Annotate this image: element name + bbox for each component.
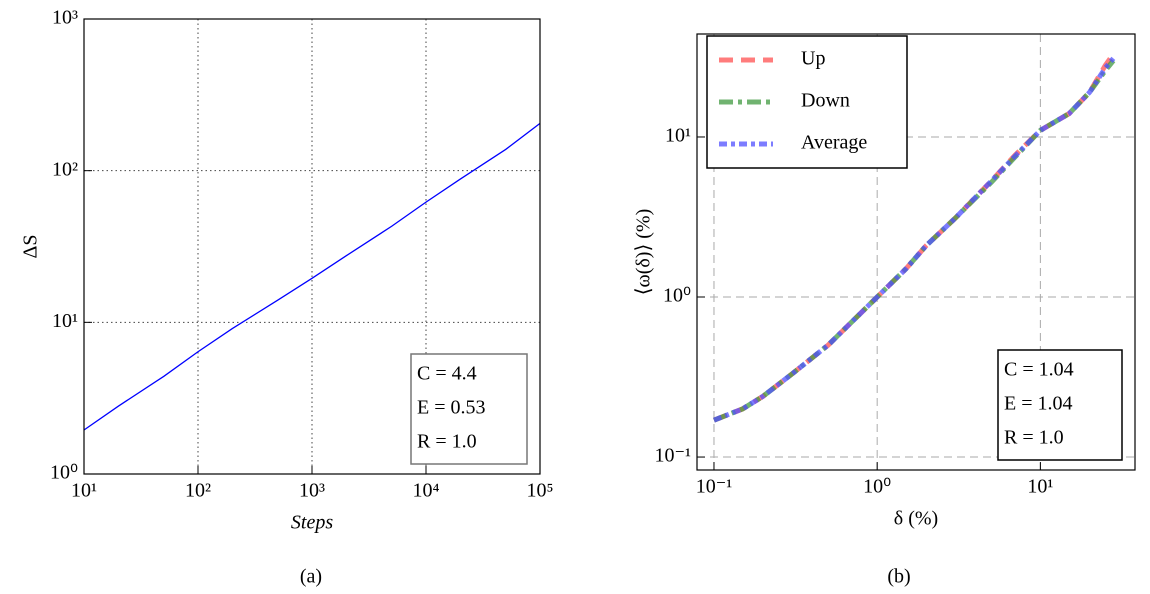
x-tick-label: 10³ xyxy=(299,480,325,502)
plot-frame xyxy=(696,33,1136,471)
x-tick-label: 10¹ xyxy=(71,480,97,502)
y-tick-label: 10³ xyxy=(52,7,78,29)
x-tick-label: 10⁵ xyxy=(527,480,554,502)
y-tick-label: 10¹ xyxy=(665,125,691,147)
y-axis-label: ⟨ω(δ)⟩ (%) xyxy=(633,209,655,296)
annotation: R = 1.0 xyxy=(1004,427,1064,449)
annotation-box xyxy=(997,349,1123,461)
x-tick-label: 10² xyxy=(185,480,211,502)
y-tick-label: 10⁻¹ xyxy=(654,445,691,467)
x-tick-label: 10¹ xyxy=(1027,476,1053,498)
legend-label: Down xyxy=(801,90,850,112)
x-axis-label: δ (%) xyxy=(894,508,938,530)
annotation: E = 0.53 xyxy=(417,397,486,419)
x-tick-label: 10⁻¹ xyxy=(696,476,733,498)
annotation: R = 1.0 xyxy=(417,431,477,453)
annotation: C = 1.04 xyxy=(1004,359,1074,381)
annotation: C = 4.4 xyxy=(417,363,477,385)
annotation: E = 1.04 xyxy=(1004,393,1073,415)
legend-label: Average xyxy=(801,132,867,154)
y-tick-label: 10¹ xyxy=(52,310,78,332)
legend-label: Up xyxy=(801,48,825,70)
x-tick-label: 10⁴ xyxy=(413,480,440,502)
y-tick-label: 10⁰ xyxy=(663,285,691,307)
caption: (a) xyxy=(300,566,322,588)
x-tick-label: 10⁰ xyxy=(863,476,891,498)
legend: Up Down Average xyxy=(706,35,908,169)
y-tick-label: 10² xyxy=(52,158,78,180)
plot-frame xyxy=(83,18,541,475)
x-axis-label: Steps xyxy=(291,512,333,534)
caption: (b) xyxy=(887,566,910,588)
data-line xyxy=(713,52,1116,423)
data-line xyxy=(83,122,541,431)
annotation-box xyxy=(410,353,528,465)
data-line xyxy=(713,56,1116,423)
y-axis-label: ΔS xyxy=(20,235,42,259)
y-tick-label: 10⁰ xyxy=(50,462,78,484)
